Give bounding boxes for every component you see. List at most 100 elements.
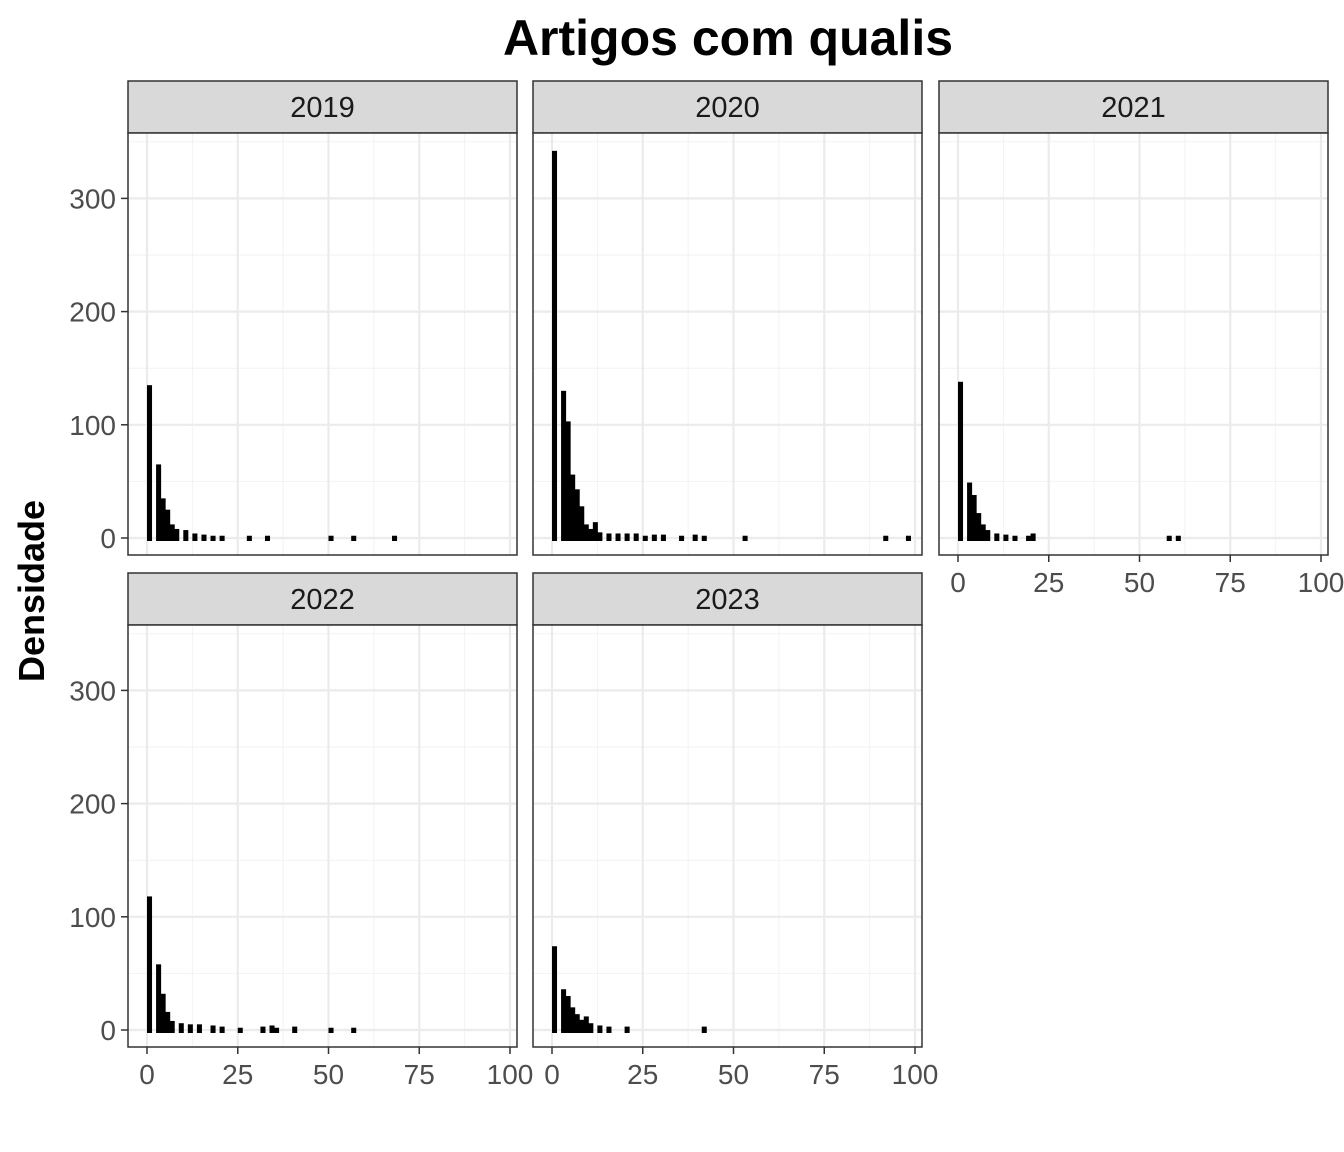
panel-border (127, 132, 518, 556)
facet-panel: 2020 (532, 80, 923, 556)
y-tick-label: 300 (69, 675, 116, 706)
histogram-bar (606, 533, 612, 541)
histogram-bar (552, 946, 558, 1033)
histogram-bar (679, 535, 685, 541)
histogram-bar (165, 509, 171, 541)
y-tick-label: 200 (69, 297, 116, 328)
panel-border (127, 624, 518, 1048)
histogram-bar (1026, 535, 1032, 541)
y-tick-label: 100 (69, 902, 116, 933)
histogram-bar (160, 993, 166, 1033)
histogram-bar (980, 524, 986, 541)
x-tick-label: 50 (1124, 567, 1155, 598)
histogram-bar (958, 381, 964, 541)
histogram-bar (1012, 535, 1018, 541)
facet-strip-label: 2020 (695, 92, 760, 124)
histogram-bar (592, 522, 598, 541)
histogram-bar (237, 1027, 243, 1033)
panel-background (939, 133, 1328, 555)
x-tick-label: 0 (950, 567, 966, 598)
x-tick-label: 100 (1298, 567, 1344, 598)
facet-strip (127, 572, 518, 626)
panel-background (533, 625, 922, 1047)
y-tick-label: 100 (69, 410, 116, 441)
histogram-bar (624, 1026, 630, 1033)
histogram-bar (651, 534, 657, 541)
histogram-bar (169, 524, 175, 541)
facet-strip-label: 2022 (290, 584, 355, 616)
histogram-bar (328, 1027, 334, 1033)
histogram-bar (583, 1016, 589, 1033)
x-tick-label: 25 (222, 1059, 253, 1090)
histogram-bar (169, 1020, 175, 1033)
x-tick-label: 75 (404, 1059, 435, 1090)
histogram-bar (351, 1027, 357, 1033)
histogram-bar (392, 535, 398, 541)
histogram-bar (165, 1011, 171, 1033)
histogram-bar (552, 150, 558, 541)
facet-strip-label: 2023 (695, 584, 760, 616)
histogram-bar (351, 535, 357, 541)
histogram-bar (967, 482, 973, 541)
histogram-bar (328, 535, 334, 541)
histogram-bar (994, 533, 1000, 541)
facet-panel: 2022 0 25 50 75 100 0 100 200 300 (69, 572, 533, 1090)
histogram-bar (264, 535, 271, 541)
histogram-bar (588, 1023, 594, 1033)
histogram-bar (219, 1026, 225, 1033)
panel-border (532, 624, 923, 1048)
panel-border (532, 132, 923, 556)
histogram-bar (178, 1023, 184, 1033)
histogram-bar (156, 964, 162, 1033)
facet-strip-label: 2021 (1101, 92, 1166, 124)
histogram-bar (660, 534, 666, 541)
x-tick-label: 25 (627, 1059, 658, 1090)
x-tick-label: 75 (1215, 567, 1246, 598)
histogram-bar (160, 498, 166, 541)
histogram-bar (156, 464, 162, 541)
histogram-bar (701, 535, 707, 541)
histogram-bar (174, 528, 180, 541)
histogram-bar (574, 489, 580, 541)
facet-panels: 2019 0 100 200 300 2020 2021 0 25 50 75 100 2022 0 25 5… (69, 80, 1344, 1090)
histogram-bar (1175, 535, 1181, 541)
y-tick-label: 0 (100, 1015, 116, 1046)
histogram-bar (579, 1019, 585, 1033)
histogram-bar (210, 1025, 216, 1033)
histogram-bar (183, 530, 189, 541)
histogram-bar (570, 1007, 576, 1033)
histogram-bar (561, 390, 567, 541)
histogram-bar (147, 896, 153, 1033)
histogram-bar (976, 513, 982, 541)
panel-background (533, 133, 922, 555)
histogram-bar (1030, 533, 1036, 541)
histogram-bar (292, 1026, 298, 1033)
panel-border (938, 132, 1329, 556)
histogram-bar (905, 535, 911, 541)
x-tick-label: 25 (1033, 567, 1064, 598)
histogram-bar (269, 1025, 275, 1033)
histogram-bar (565, 996, 571, 1033)
y-tick-label: 200 (69, 789, 116, 820)
histogram-bar (210, 535, 216, 541)
histogram-bar (1003, 534, 1009, 541)
x-tick-label: 0 (544, 1059, 560, 1090)
histogram-bar (624, 533, 630, 541)
histogram-bar (196, 1024, 202, 1033)
facet-strip-label: 2019 (290, 92, 355, 124)
histogram-bar (561, 989, 567, 1033)
histogram-bar (219, 535, 225, 541)
histogram-bar (597, 1025, 603, 1033)
histogram-bar (201, 534, 207, 541)
histogram-bar (692, 534, 698, 541)
histogram-bar (883, 535, 889, 541)
facet-strip (532, 572, 923, 626)
x-tick-label: 0 (139, 1059, 155, 1090)
y-tick-label: 0 (100, 523, 116, 554)
histogram-bar (642, 535, 648, 541)
histogram-bar (579, 506, 585, 541)
x-tick-label: 100 (892, 1059, 939, 1090)
histogram-bar (606, 1026, 612, 1033)
x-tick-label: 50 (718, 1059, 749, 1090)
